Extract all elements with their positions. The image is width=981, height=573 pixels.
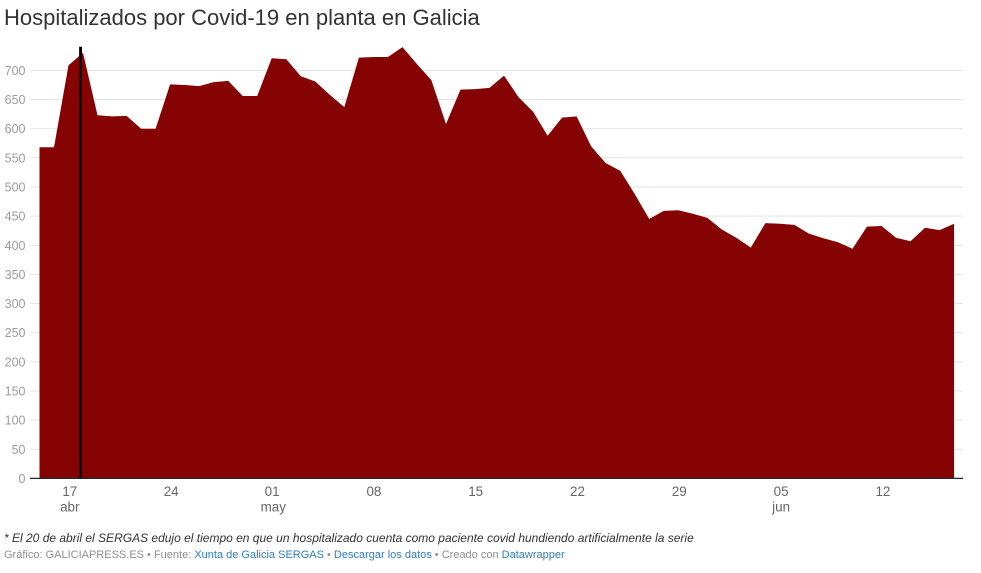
- svg-text:17: 17: [62, 484, 77, 499]
- svg-text:100: 100: [5, 414, 26, 428]
- svg-text:Gráfico: GALICIAPRESS.ES • Fue: Gráfico: GALICIAPRESS.ES • Fuente: Xunta…: [4, 549, 565, 561]
- svg-text:550: 550: [5, 151, 26, 165]
- svg-text:600: 600: [5, 122, 26, 136]
- svg-text:22: 22: [570, 484, 585, 499]
- svg-text:250: 250: [5, 326, 26, 340]
- svg-text:0: 0: [19, 472, 26, 486]
- svg-text:650: 650: [5, 93, 26, 107]
- svg-text:50: 50: [12, 443, 26, 457]
- svg-text:450: 450: [5, 210, 26, 224]
- svg-text:08: 08: [366, 484, 381, 499]
- svg-text:Hospitalizados por Covid-19 en: Hospitalizados por Covid-19 en planta en…: [4, 5, 480, 30]
- svg-text:300: 300: [5, 297, 26, 311]
- svg-text:jun: jun: [771, 500, 790, 515]
- svg-text:700: 700: [5, 64, 26, 78]
- svg-text:29: 29: [672, 484, 687, 499]
- svg-text:24: 24: [164, 484, 179, 499]
- svg-text:01: 01: [265, 484, 280, 499]
- svg-text:05: 05: [774, 484, 789, 499]
- svg-text:abr: abr: [60, 500, 80, 515]
- svg-text:12: 12: [875, 484, 890, 499]
- svg-text:400: 400: [5, 239, 26, 253]
- svg-text:200: 200: [5, 355, 26, 369]
- svg-text:350: 350: [5, 268, 26, 282]
- svg-text:15: 15: [468, 484, 483, 499]
- svg-text:150: 150: [5, 385, 26, 399]
- svg-text:* El 20 de abril el SERGAS edu: * El 20 de abril el SERGAS edujo el tiem…: [4, 531, 694, 545]
- svg-text:may: may: [261, 500, 287, 515]
- svg-text:500: 500: [5, 181, 26, 195]
